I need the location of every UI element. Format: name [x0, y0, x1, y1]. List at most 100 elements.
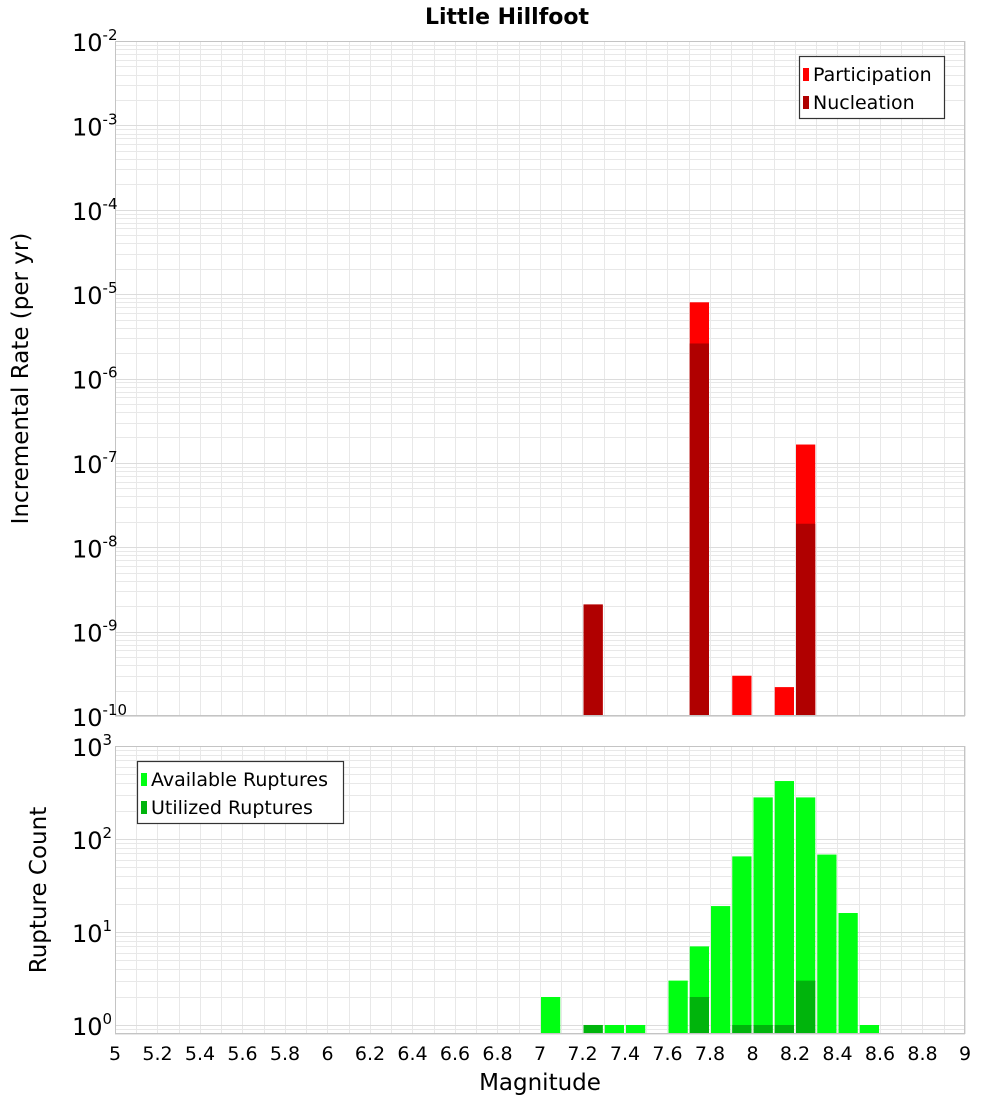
y-tick-exponent: -8: [103, 532, 118, 550]
y-tick-label: 10-6: [72, 364, 118, 395]
plot-frame: [115, 746, 965, 1034]
legend-label: Nucleation: [813, 92, 915, 114]
y-tick-exponent: 2: [103, 824, 113, 842]
y-tick-label: 10-9: [72, 617, 118, 648]
chart-title: Little Hillfoot: [425, 5, 590, 30]
y-tick-base: 10: [72, 198, 103, 226]
x-tick-label: 6.6: [440, 1043, 470, 1065]
y-tick-label: 103: [72, 731, 112, 762]
legend-swatch: [803, 96, 809, 109]
utilized-ruptures-bar: [796, 980, 816, 1034]
available-ruptures-bar: [732, 856, 752, 1034]
x-tick-labels: 5 5.2 5.4 5.6 5.8 6 6.2 6.4 6.6 6.8 7 7.2 7.4 7.6 7.8 8…: [109, 1043, 971, 1065]
plot-frame: [115, 41, 965, 716]
x-tick-label: 7.6: [652, 1043, 682, 1065]
x-tick-label: 5.4: [185, 1043, 215, 1065]
y-axis-label: Incremental Rate (per yr): [8, 233, 34, 525]
y-tick-base: 10: [72, 620, 103, 648]
available-ruptures-bar: [753, 797, 773, 1034]
x-tick-label: 5: [109, 1043, 121, 1065]
legend-swatch: [141, 773, 147, 786]
y-tick-exponent: 1: [103, 917, 113, 935]
x-tick-label: 6.2: [355, 1043, 385, 1065]
y-tick-base: 10: [72, 29, 103, 57]
available-ruptures-bar: [817, 854, 837, 1034]
available-ruptures-bar: [796, 797, 816, 1034]
y-tick-base: 10: [72, 535, 103, 563]
y-tick-base: 10: [72, 451, 103, 479]
x-tick-label: 8: [746, 1043, 758, 1065]
nucleation-bar: [796, 523, 816, 716]
x-tick-label: 8.4: [822, 1043, 852, 1065]
x-tick-label: 5.2: [142, 1043, 172, 1065]
legend-label: Participation: [813, 64, 932, 86]
y-tick-label: 10-2: [72, 26, 118, 57]
x-tick-label: 7.8: [695, 1043, 725, 1065]
y-tick-label: 10-4: [72, 195, 118, 226]
legend: Participation Nucleation: [798, 55, 946, 120]
y-tick-base: 10: [72, 827, 103, 855]
y-tick-exponent: -7: [103, 448, 118, 466]
participation-bar: [732, 675, 752, 716]
legend-label: Utilized Ruptures: [151, 797, 313, 819]
y-tick-exponent: -10: [103, 701, 128, 719]
x-axis-label: Magnitude: [479, 1070, 601, 1096]
y-tick-base: 10: [72, 1013, 103, 1041]
legend-label: Available Ruptures: [151, 769, 328, 791]
utilized-ruptures-bar: [583, 1024, 603, 1034]
y-tick-label: 10-5: [72, 279, 118, 310]
bars: [583, 302, 816, 716]
legend-box: [798, 55, 946, 120]
y-tick-exponent: -5: [103, 279, 118, 297]
y-tick-base: 10: [72, 920, 103, 948]
y-tick-base: 10: [72, 704, 103, 732]
y-tick-exponent: -2: [103, 26, 118, 44]
y-tick-label: 10-10: [72, 701, 127, 732]
y-tick-base: 10: [72, 282, 103, 310]
y-tick-base: 10: [72, 367, 103, 395]
y-tick-exponent: -4: [103, 195, 118, 213]
x-tick-label: 6: [321, 1043, 333, 1065]
available-ruptures-bar: [668, 980, 688, 1034]
utilized-ruptures-bar: [732, 1024, 752, 1034]
y-tick-base: 10: [72, 113, 103, 141]
x-tick-label: 5.8: [270, 1043, 300, 1065]
available-ruptures-bar: [838, 913, 858, 1034]
legend-box: [136, 760, 345, 825]
legend: Available Ruptures Utilized Ruptures: [136, 760, 345, 825]
x-tick-label: 8.6: [865, 1043, 895, 1065]
x-tick-label: 8.2: [780, 1043, 810, 1065]
available-ruptures-bar: [604, 1024, 624, 1034]
y-tick-exponent: -3: [103, 110, 118, 128]
legend-swatch: [141, 801, 147, 814]
y-tick-base: 10: [72, 734, 103, 762]
utilized-ruptures-bar: [774, 1024, 794, 1034]
legend-swatch: [803, 68, 809, 81]
y-tick-exponent: 3: [103, 731, 113, 749]
bars: [541, 781, 879, 1034]
x-tick-label: 7.2: [567, 1043, 597, 1065]
x-tick-label: 7: [534, 1043, 546, 1065]
available-ruptures-bar: [774, 781, 794, 1034]
available-ruptures-bar: [626, 1024, 646, 1034]
y-tick-label: 10-7: [72, 448, 118, 479]
y-tick-label: 10-3: [72, 110, 118, 141]
available-ruptures-bar: [711, 906, 731, 1034]
x-tick-label: 7.4: [610, 1043, 640, 1065]
gridlines: [115, 41, 966, 717]
available-ruptures-bar: [541, 996, 561, 1034]
nucleation-bar: [583, 604, 603, 716]
y-tick-exponent: -6: [103, 364, 118, 382]
y-tick-label: 100: [72, 1010, 112, 1041]
y-tick-label: 102: [72, 824, 112, 855]
x-tick-label: 6.4: [397, 1043, 427, 1065]
y-tick-label: 101: [72, 917, 112, 948]
y-tick-exponent: 0: [103, 1010, 113, 1028]
y-tick-label: 10-8: [72, 532, 118, 563]
participation-bar: [774, 687, 794, 716]
x-tick-label: 9: [959, 1043, 971, 1065]
